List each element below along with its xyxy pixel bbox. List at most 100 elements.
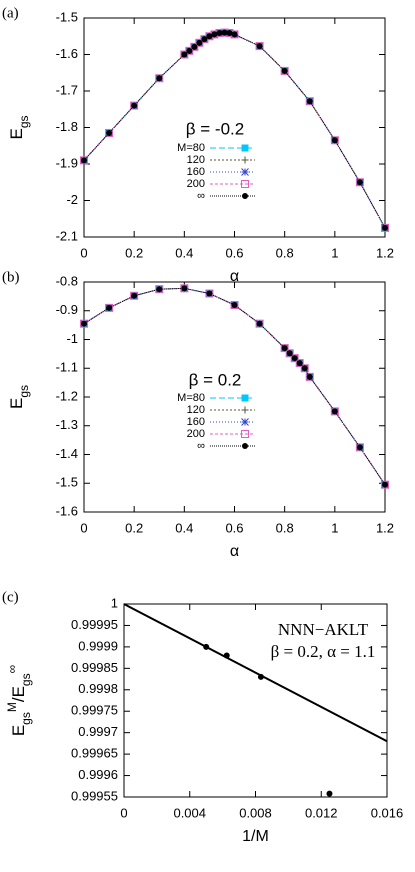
- y-tick-label: -1.3: [56, 417, 78, 432]
- marker: [80, 319, 88, 328]
- x-axis-label: α: [230, 543, 239, 560]
- marker: [295, 359, 304, 368]
- marker: [206, 33, 213, 40]
- series-line: [123, 603, 388, 743]
- marker: [190, 42, 199, 51]
- legend-marker: [242, 193, 248, 199]
- marker: [205, 289, 214, 298]
- marker: [216, 29, 223, 36]
- y-tick-label: 0.99965: [71, 746, 118, 761]
- marker: [305, 372, 314, 381]
- marker: [181, 51, 188, 58]
- marker: [356, 444, 363, 451]
- y-tick-label: 1: [111, 595, 118, 610]
- legend-label: M=80: [177, 142, 205, 154]
- y-tick-label: 0.99985: [71, 660, 118, 675]
- annotation: NNN−AKLT: [278, 620, 369, 639]
- marker: [185, 46, 194, 55]
- marker: [301, 365, 308, 372]
- x-axis-label: α: [230, 268, 239, 285]
- marker: [281, 67, 288, 74]
- marker: [156, 75, 163, 82]
- legend-marker: [241, 406, 249, 414]
- y-axis-label-part: E: [7, 128, 26, 139]
- marker: [326, 790, 333, 797]
- annotation: β = -0.2: [186, 119, 244, 138]
- x-tick-label: 0.008: [239, 805, 272, 820]
- marker: [290, 354, 299, 363]
- y-axis-label-part: M: [5, 702, 19, 712]
- y-tick-label: 0.99995: [71, 617, 118, 632]
- legend-marker: [241, 180, 249, 188]
- marker: [381, 223, 389, 232]
- marker: [280, 344, 289, 353]
- y-axis-label-part: E: [9, 725, 28, 736]
- panel-label: (a): [2, 5, 19, 21]
- panel-label: (b): [2, 269, 20, 285]
- marker: [331, 137, 338, 144]
- y-axis-label-part: ∞: [5, 665, 19, 674]
- x-tick-label: 1: [331, 520, 338, 535]
- marker: [281, 345, 288, 352]
- y-axis-label-part: /E: [9, 686, 28, 702]
- marker: [186, 47, 193, 54]
- y-tick-label: -1.6: [56, 46, 78, 61]
- y-tick-label: -1.1: [56, 360, 78, 375]
- y-tick-label: -1.5: [56, 9, 78, 24]
- marker: [280, 66, 289, 75]
- y-tick-label: -1.4: [56, 446, 78, 461]
- marker: [331, 408, 338, 415]
- marker: [80, 156, 88, 165]
- marker: [226, 29, 233, 36]
- marker: [381, 480, 389, 489]
- y-tick-label: 0.9998: [78, 681, 118, 696]
- marker: [382, 481, 388, 488]
- x-tick-label: 1.2: [376, 245, 394, 260]
- x-tick-label: 0.016: [371, 805, 404, 820]
- marker: [200, 35, 209, 44]
- marker: [300, 364, 309, 373]
- marker: [130, 291, 139, 300]
- marker: [382, 224, 388, 231]
- marker: [81, 157, 87, 164]
- y-tick-label: -1.6: [56, 503, 78, 518]
- legend-label: 120: [187, 154, 205, 166]
- marker: [330, 136, 339, 145]
- y-axis-label-part: gs: [17, 385, 31, 398]
- marker: [211, 31, 218, 38]
- marker: [106, 129, 113, 136]
- legend-label: M=80: [177, 392, 205, 404]
- legend-label: 160: [187, 166, 205, 178]
- legend-label: 120: [187, 404, 205, 416]
- marker: [255, 319, 264, 328]
- x-tick-label: 0.4: [175, 520, 193, 535]
- x-tick-label: 0: [80, 245, 87, 260]
- annotation: β = 0.2: [189, 370, 242, 389]
- marker: [105, 128, 114, 137]
- marker: [291, 355, 298, 362]
- y-tick-label: 0.9996: [78, 767, 118, 782]
- y-axis-label: Egs: [7, 385, 31, 409]
- x-tick-label: 0.6: [225, 520, 243, 535]
- marker: [201, 36, 208, 43]
- marker: [296, 360, 303, 367]
- x-tick-label: 1.2: [376, 520, 394, 535]
- y-axis-label: EgsM/Egs∞: [5, 665, 33, 736]
- marker: [105, 303, 114, 312]
- marker: [306, 98, 313, 105]
- legend-marker: [242, 443, 248, 449]
- y-tick-label: -0.8: [56, 273, 78, 288]
- marker: [285, 349, 294, 358]
- y-tick-label: 0.99955: [71, 788, 118, 803]
- y-tick-label: -1.5: [56, 475, 78, 490]
- marker: [255, 42, 264, 51]
- marker: [191, 43, 198, 50]
- marker: [355, 178, 364, 187]
- marker: [181, 285, 188, 292]
- y-tick-label: -1.8: [56, 119, 78, 134]
- legend-label: ∞: [197, 440, 205, 452]
- x-tick-label: 0.2: [125, 520, 143, 535]
- legend-label: 200: [187, 178, 205, 190]
- marker: [286, 350, 293, 357]
- marker: [206, 290, 213, 297]
